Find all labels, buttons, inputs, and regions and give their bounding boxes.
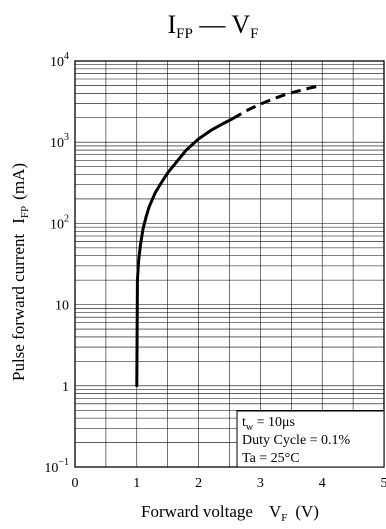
annotation-line-pulse-width: tw = 10μs [242,415,295,433]
title-sep: — [193,10,232,39]
x-tick-label: 4 [319,476,326,491]
plot-frame [74,60,385,468]
y-axis-label-unit: (mA) [9,163,28,200]
chart-title: IFP — VF [167,10,258,42]
plot-grid [75,61,384,467]
x-tick-labels: 0 1 2 3 4 5 [72,476,386,491]
annotation-line-duty-cycle: Duty Cycle = 0.1% [242,433,351,448]
y-axis-label-symbol-sub: FP [19,206,31,218]
x-axis-label: Forward voltage VF (V) [141,502,319,524]
x-tick-label: 0 [72,476,79,491]
series-layer [135,83,323,388]
y-tick-label: 1 [62,380,69,395]
x-axis-label-unit: (V) [295,502,319,521]
x-axis-label-symbol: V [269,502,282,521]
x-axis-label-text: Forward voltage [141,502,253,521]
y-tick-label: 102 [50,213,69,232]
annotation-frame [236,410,385,468]
title-main: I [167,10,176,39]
x-tick-label: 3 [257,476,264,491]
y-axis-label-symbol: I [9,218,28,224]
y-tick-label: 103 [50,132,69,151]
title-second-sub: F [250,26,258,42]
y-tick-label: 10 [55,299,69,314]
title-second: V [231,10,250,39]
annotation-line-temperature: Ta = 25°C [242,451,300,466]
x-axis-label-symbol-sub: F [281,512,287,524]
y-axis-label-text: Pulse forward current [9,233,28,381]
y-axis-label: Pulse forward current IFP (mA) [9,163,31,381]
x-tick-label: 5 [381,476,386,491]
x-tick-label: 1 [133,476,140,491]
x-tick-label: 2 [195,476,202,491]
y-tick-label: 104 [50,51,69,70]
series-line-dashed [231,83,323,120]
y-tick-label: 10−1 [44,457,69,476]
title-main-sub: FP [176,26,193,42]
series-line-solid [135,117,235,388]
annotation-box: tw = 10μs Duty Cycle = 0.1% Ta = 25°C [236,410,385,468]
